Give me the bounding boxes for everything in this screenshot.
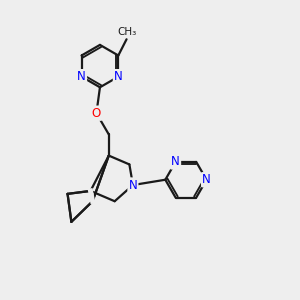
Text: N: N [171,155,180,168]
Text: N: N [128,178,137,191]
Text: N: N [202,173,211,186]
Text: CH₃: CH₃ [117,27,136,37]
Text: N: N [114,70,123,83]
Text: O: O [92,107,101,120]
Text: N: N [77,70,86,83]
